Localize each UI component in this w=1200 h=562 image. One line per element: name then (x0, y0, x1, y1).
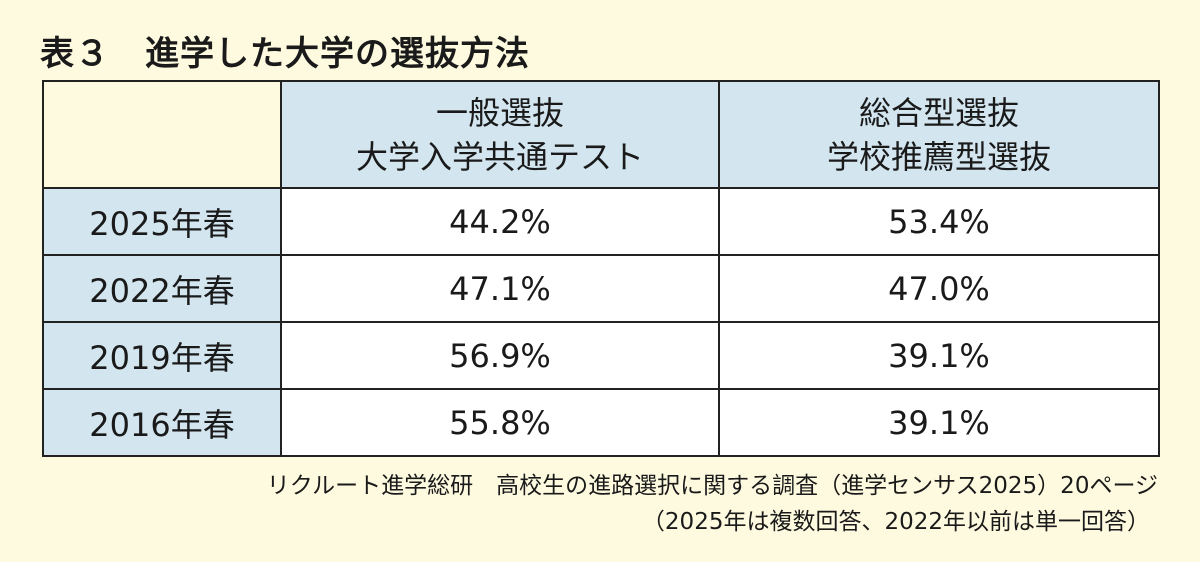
cell-general: 44.2% (280, 187, 720, 256)
corner-cell (42, 80, 282, 189)
column-header-general: 一般選抜 大学入学共通テスト (280, 80, 720, 189)
column-header-line1: 一般選抜 (435, 93, 564, 132)
cell-comprehensive: 39.1% (718, 321, 1160, 390)
header-row: 一般選抜 大学入学共通テスト 総合型選抜 学校推薦型選抜 (42, 80, 1160, 189)
row-label: 2019年春 (42, 321, 282, 390)
table-row: 2019年春 56.9% 39.1% (42, 321, 1160, 390)
cell-general: 55.8% (280, 388, 720, 457)
row-label: 2016年春 (42, 388, 282, 457)
cell-comprehensive: 53.4% (718, 187, 1160, 256)
column-header-comprehensive: 総合型選抜 学校推薦型選抜 (718, 80, 1160, 189)
column-header-line2: 大学入学共通テスト (355, 137, 644, 176)
cell-general: 47.1% (280, 254, 720, 323)
cell-comprehensive: 47.0% (718, 254, 1160, 323)
column-header-line2: 学校推薦型選抜 (826, 137, 1051, 176)
column-header-line1: 総合型選抜 (858, 93, 1019, 132)
source-note: リクルート進学総研 高校生の進路選択に関する調査（進学センサス2025）20ペー… (266, 473, 1158, 499)
table-row: 2025年春 44.2% 53.4% (42, 187, 1160, 256)
table-title: 表３ 進学した大学の選抜方法 (40, 34, 530, 74)
table-row: 2022年春 47.1% 47.0% (42, 254, 1160, 323)
table-row: 2016年春 55.8% 39.1% (42, 388, 1160, 457)
cell-general: 56.9% (280, 321, 720, 390)
answer-type-note: （2025年は複数回答、2022年以前は単一回答） (641, 509, 1150, 535)
row-label: 2022年春 (42, 254, 282, 323)
cell-comprehensive: 39.1% (718, 388, 1160, 457)
selection-method-table: 一般選抜 大学入学共通テスト 総合型選抜 学校推薦型選抜 2025年春 44.2… (42, 80, 1160, 457)
row-label: 2025年春 (42, 187, 282, 256)
